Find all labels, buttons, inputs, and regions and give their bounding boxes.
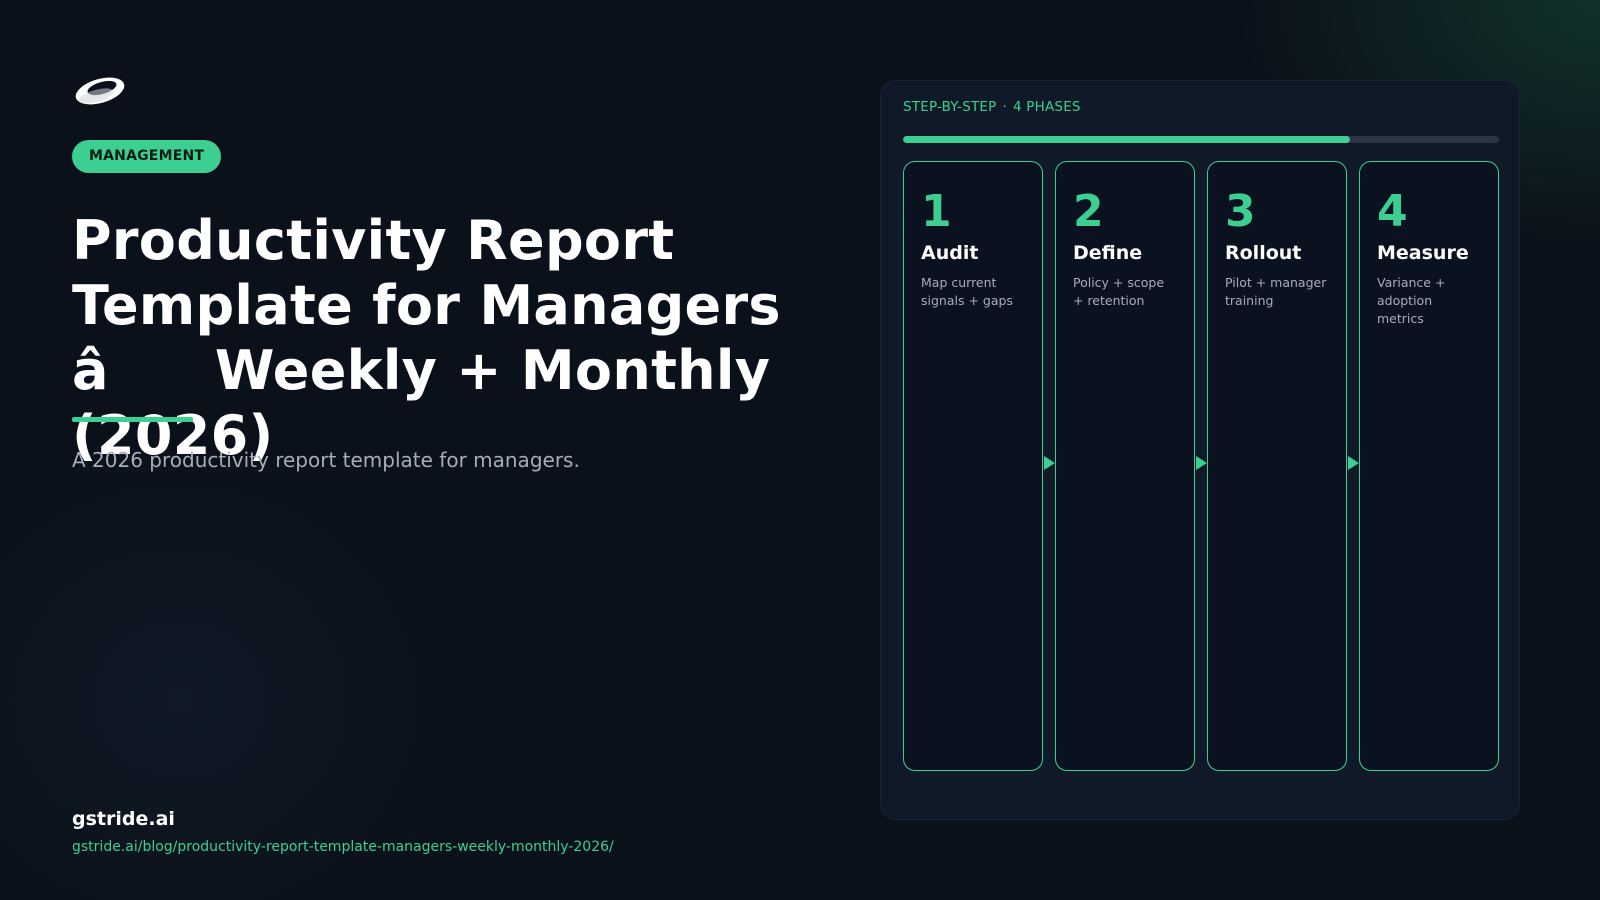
header-separator: · [1002, 99, 1008, 115]
phase-description: Policy + scope + retention [1073, 275, 1165, 308]
panel-header: STEP-BY-STEP · 4 PHASES [903, 99, 1081, 115]
panel-label: STEP-BY-STEP [903, 99, 997, 115]
brand-name: gstride.ai [72, 808, 175, 830]
page-subtitle: A 2026 productivity report template for … [72, 448, 580, 472]
phase-number: 1 [921, 186, 952, 237]
title-underline [72, 417, 193, 422]
phase-number: 3 [1225, 186, 1256, 237]
phase-description: Variance + adoption metrics [1377, 275, 1446, 326]
arrow-right-icon [1348, 456, 1359, 470]
category-tag: MANAGEMENT [72, 140, 222, 173]
phase-description: Map current signals + gaps [921, 275, 1013, 308]
phase-card-audit: 1 Audit Map current signals + gaps [903, 161, 1043, 771]
progress-bar [903, 136, 1499, 143]
progress-fill [903, 136, 1350, 143]
phase-card-rollout: 3 Rollout Pilot + manager training [1207, 161, 1347, 771]
phase-count: 4 PHASES [1013, 99, 1081, 115]
arrow-right-icon [1196, 456, 1207, 470]
phases-panel: STEP-BY-STEP · 4 PHASES 1 Audit Map curren… [880, 80, 1520, 820]
phase-card-measure: 4 Measure Variance + adoption metrics [1359, 161, 1499, 771]
arrow-right-icon [1044, 456, 1055, 470]
phase-number: 4 [1377, 186, 1408, 237]
phase-title: Rollout [1225, 242, 1302, 264]
page-title: Productivity Report Template for Manager… [72, 209, 781, 467]
phase-title: Audit [921, 242, 979, 264]
phase-title: Measure [1377, 242, 1469, 264]
logo-icon [75, 77, 125, 105]
phase-number: 2 [1073, 186, 1104, 237]
phase-title: Define [1073, 242, 1143, 264]
phase-card-define: 2 Define Policy + scope + retention [1055, 161, 1195, 771]
phase-description: Pilot + manager training [1225, 275, 1327, 308]
article-url[interactable]: gstride.ai/blog/productivity-report-temp… [72, 839, 614, 855]
